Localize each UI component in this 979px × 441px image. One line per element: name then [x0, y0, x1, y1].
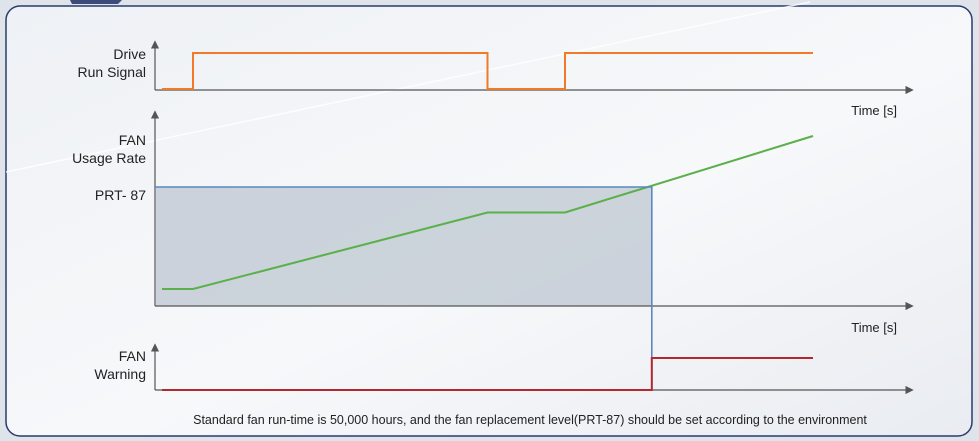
run-label-line1: Drive [113, 46, 146, 62]
replacement-zone [156, 187, 652, 306]
warning-label-line2: Warning [94, 366, 146, 382]
usage-label-line1: FAN [119, 132, 146, 148]
usage-x-axis-label: Time [s] [851, 320, 897, 335]
prt87-threshold-line [155, 186, 653, 390]
fan-warning-line [162, 357, 813, 391]
threshold-label: PRT- 87 [95, 187, 146, 203]
run-x-axis-label: Time [s] [851, 103, 897, 118]
header-tab-fragment [70, 0, 122, 4]
warning-label-line1: FAN [119, 348, 146, 364]
run-signal-line [162, 52, 813, 90]
run-label-line2: Run Signal [78, 64, 147, 80]
decorative-sheen-line [5, 1, 811, 173]
usage-label-line2: Usage Rate [72, 150, 146, 166]
footnote: Standard fan run-time is 50,000 hours, a… [193, 413, 867, 427]
